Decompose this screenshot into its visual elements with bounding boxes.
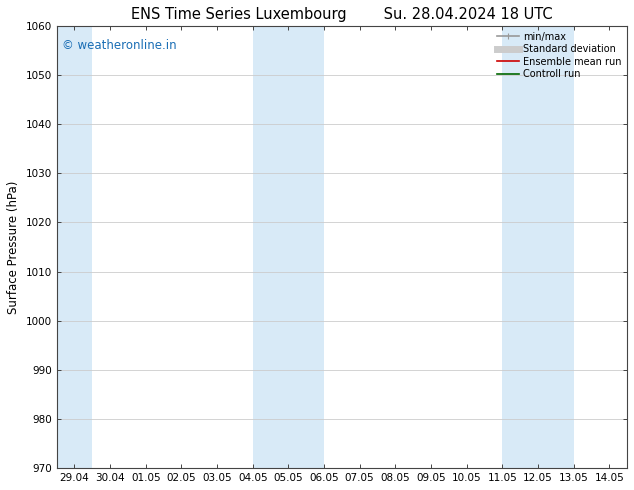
Bar	[56, 26, 93, 468]
Title: ENS Time Series Luxembourg        Su. 28.04.2024 18 UTC: ENS Time Series Luxembourg Su. 28.04.202…	[131, 7, 553, 22]
Text: © weatheronline.in: © weatheronline.in	[62, 39, 177, 52]
Legend: min/max, Standard deviation, Ensemble mean run, Controll run: min/max, Standard deviation, Ensemble me…	[496, 31, 622, 80]
Bar	[253, 26, 324, 468]
Y-axis label: Surface Pressure (hPa): Surface Pressure (hPa)	[7, 180, 20, 314]
Bar	[502, 26, 574, 468]
